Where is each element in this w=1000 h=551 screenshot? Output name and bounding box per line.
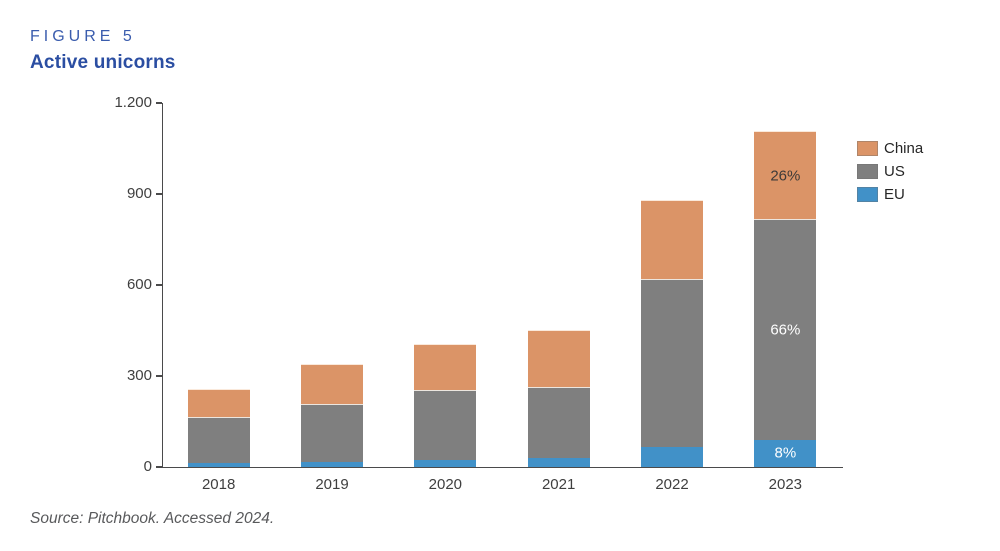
x-tick-label-2020: 2020	[428, 476, 463, 493]
bar-segment-china-2018	[187, 389, 250, 417]
bar-slot-2019	[301, 103, 363, 467]
y-tick-mark	[156, 193, 162, 195]
bar-segment-china-2023: 26%	[754, 131, 817, 219]
x-tick-label-2021: 2021	[541, 476, 576, 493]
legend-item-china: China	[857, 140, 924, 157]
bar-stack-2022	[641, 199, 703, 467]
bar-segment-eu-2018	[187, 463, 250, 467]
segment-percent-label-eu: 8%	[774, 444, 797, 462]
bar-segment-eu-2022	[641, 447, 703, 467]
legend-swatch-eu	[857, 187, 878, 202]
legend-item-us: US	[857, 163, 923, 180]
bar-segment-china-2019	[301, 364, 363, 405]
bar-segment-us-2021	[527, 387, 590, 458]
legend: China US EU	[857, 140, 924, 210]
bar-segment-us-2022	[641, 279, 703, 448]
y-tick-label: 0	[143, 458, 152, 475]
bar-slot-2018	[187, 103, 250, 467]
segment-percent-label-china: 26%	[770, 167, 801, 185]
bar-slot-2023: 8% 66% 26%	[754, 103, 817, 467]
x-tick-label-2019: 2019	[315, 476, 349, 493]
x-tick-label-2018: 2018	[201, 476, 236, 493]
x-tick-label-2022: 2022	[655, 476, 689, 493]
plot-area	[162, 103, 843, 468]
y-tick-mark	[156, 466, 162, 468]
bar-slot-2020	[414, 103, 477, 467]
legend-item-eu: EU	[857, 186, 923, 203]
legend-label-us: US	[884, 163, 905, 180]
figure-header: FIGURE 5 Active unicorns	[30, 28, 176, 74]
bar-slot-2022	[641, 103, 703, 467]
y-tick-label: 900	[126, 185, 152, 202]
bar-segment-china-2021	[527, 330, 590, 388]
y-tick-mark	[156, 102, 162, 104]
bar-slot-2021	[527, 103, 590, 467]
segment-percent-label-us: 66%	[770, 321, 801, 339]
bar-segment-china-2020	[414, 343, 477, 391]
source-note: Source: Pitchbook. Accessed 2024.	[30, 510, 275, 527]
bar-stack-2023: 8% 66% 26%	[754, 131, 817, 467]
bar-segment-us-2019	[301, 404, 363, 462]
figure-label: FIGURE 5	[30, 28, 136, 45]
bar-stack-2021	[527, 330, 590, 467]
bar-segment-us-2020	[414, 390, 477, 461]
bar-segment-eu-2019	[301, 461, 363, 467]
y-tick-mark	[156, 284, 162, 286]
x-tick-label-2023: 2023	[768, 476, 803, 493]
y-tick-mark	[156, 375, 162, 377]
bar-stack-2018	[187, 389, 250, 467]
bar-segment-eu-2020	[414, 460, 477, 467]
legend-label-china: China	[884, 140, 924, 157]
bar-segment-us-2023: 66%	[754, 218, 817, 440]
legend-swatch-china	[857, 141, 878, 156]
bar-segment-eu-2021	[527, 457, 590, 467]
y-tick-label: 300	[126, 367, 152, 384]
figure-title: Active unicorns	[30, 52, 176, 73]
bar-segment-us-2018	[187, 416, 250, 464]
y-tick-label: 1.200	[114, 94, 152, 111]
legend-label-eu: EU	[884, 186, 905, 203]
bar-stack-2019	[301, 364, 363, 467]
bar-segment-eu-2023: 8%	[754, 439, 817, 467]
bar-segment-china-2022	[641, 199, 703, 280]
y-tick-label: 600	[126, 276, 152, 293]
bar-stack-2020	[414, 343, 477, 467]
legend-swatch-us	[857, 164, 878, 179]
